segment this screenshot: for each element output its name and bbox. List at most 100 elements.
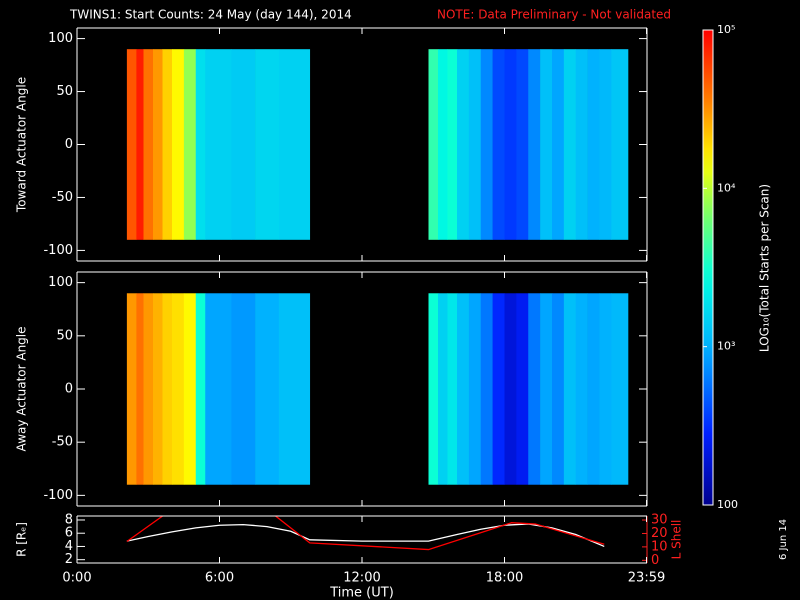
heatmap-cell bbox=[195, 49, 206, 240]
heatmap-cell bbox=[516, 49, 529, 240]
heatmap-cell bbox=[143, 293, 154, 485]
heatmap-cell bbox=[126, 49, 137, 240]
series-line bbox=[126, 516, 605, 551]
colorbar-title: LOG₁₀(Total Starts per Scan) bbox=[758, 184, 772, 352]
heatmap-cell bbox=[563, 49, 577, 240]
colorbar-tick-label: 100 bbox=[717, 498, 738, 511]
heatmap-cell bbox=[447, 49, 458, 240]
colorbar bbox=[702, 29, 714, 506]
heatmap-cell bbox=[136, 293, 144, 485]
x-tick-label: 23:59 bbox=[628, 571, 665, 586]
y-tick-label: -50 bbox=[52, 190, 73, 205]
heatmap-cell bbox=[480, 293, 493, 485]
heatmap-cell bbox=[540, 49, 553, 240]
note: NOTE: Data Preliminary - Not validated bbox=[437, 8, 671, 22]
heatmap-cell bbox=[126, 293, 137, 485]
heatmap-cell bbox=[183, 293, 197, 485]
x-tick-label: 12:00 bbox=[343, 571, 380, 586]
heatmap-cell bbox=[587, 49, 600, 240]
heatmap-cell bbox=[516, 293, 529, 485]
heatmap-cell bbox=[153, 293, 163, 485]
heatmap-cell bbox=[480, 49, 493, 240]
heatmap-cell bbox=[172, 49, 185, 240]
y-tick-label: 0 bbox=[65, 382, 73, 397]
y2-tick-label: 30 bbox=[651, 513, 668, 528]
heatmap-cell bbox=[599, 49, 612, 240]
heatmap-cell bbox=[255, 49, 280, 240]
y-axis-label: Away Actuator Angle bbox=[15, 326, 29, 451]
heatmap-cell bbox=[447, 293, 458, 485]
heatmap-cell bbox=[540, 293, 553, 485]
y2-axis-label: L Shell bbox=[670, 520, 684, 560]
heatmap-cell bbox=[504, 49, 517, 240]
y-axis-label: Toward Actuator Angle bbox=[15, 77, 29, 213]
plot-area bbox=[126, 516, 605, 551]
y-tick-label: 50 bbox=[56, 328, 73, 343]
y-tick-label: -100 bbox=[43, 488, 73, 503]
heatmap-cell bbox=[172, 293, 185, 485]
y2-tick-label: 20 bbox=[651, 526, 668, 541]
heatmap-cell bbox=[195, 293, 206, 485]
heatmap-cell bbox=[528, 49, 541, 240]
heatmap-cell bbox=[457, 293, 470, 485]
y-tick-label: 100 bbox=[48, 31, 73, 46]
y-axis-label: R [Rₑ] bbox=[15, 522, 29, 557]
y-tick-label: 6 bbox=[65, 526, 73, 541]
x-tick-label: 6:00 bbox=[205, 571, 234, 586]
x-tick-label: 0:00 bbox=[62, 571, 91, 586]
heatmap-cell bbox=[205, 49, 232, 240]
y-tick-label: 2 bbox=[65, 552, 73, 567]
heatmap-cell bbox=[136, 49, 144, 240]
colorbar-tick-label: 10⁵ bbox=[717, 23, 735, 36]
heatmap-cell bbox=[278, 49, 311, 240]
heatmap-cell bbox=[552, 293, 565, 485]
heatmap-cell bbox=[162, 293, 173, 485]
heatmap-cell bbox=[162, 49, 173, 240]
heatmap-cell bbox=[231, 49, 256, 240]
y-tick-label: 8 bbox=[65, 512, 73, 527]
y2-tick-label: 10 bbox=[651, 539, 668, 554]
heatmap-cell bbox=[457, 49, 470, 240]
y-tick-label: -50 bbox=[52, 435, 73, 450]
y2-tick-label: 0 bbox=[651, 553, 659, 568]
heatmap-cell bbox=[428, 49, 439, 240]
heatmap-cell bbox=[468, 293, 482, 485]
heatmap-cell bbox=[552, 49, 565, 240]
heatmap-cell bbox=[528, 293, 541, 485]
heatmap-cell bbox=[563, 293, 577, 485]
heatmap-cell bbox=[428, 293, 439, 485]
y-tick-label: 100 bbox=[48, 275, 73, 290]
heatmap-cell bbox=[492, 49, 505, 240]
y-tick-label: 4 bbox=[65, 539, 73, 554]
series-line bbox=[126, 523, 605, 548]
heatmap-cell bbox=[205, 293, 232, 485]
heatmap-cell bbox=[438, 293, 448, 485]
heatmap-cell bbox=[587, 293, 600, 485]
heatmap-cell bbox=[255, 293, 280, 485]
y-tick-label: -100 bbox=[43, 243, 73, 258]
heatmap-cell bbox=[492, 293, 505, 485]
title: TWINS1: Start Counts: 24 May (day 144), … bbox=[69, 8, 352, 22]
x-tick-label: 18:00 bbox=[486, 571, 523, 586]
heatmap-cell bbox=[468, 49, 482, 240]
heatmap-cell bbox=[611, 49, 629, 240]
heatmap-cell bbox=[153, 49, 163, 240]
heatmap-cell bbox=[143, 49, 154, 240]
colorbar-tick-label: 10³ bbox=[717, 340, 735, 353]
x-axis-label: Time (UT) bbox=[329, 586, 394, 600]
heatmap-cell bbox=[575, 293, 588, 485]
y-tick-label: 0 bbox=[65, 137, 73, 152]
date-stamp: 6 Jun 14 bbox=[778, 519, 789, 560]
heatmap-cell bbox=[231, 293, 256, 485]
heatmap-cell bbox=[278, 293, 311, 485]
heatmap-cell bbox=[575, 49, 588, 240]
colorbar-tick-label: 10⁴ bbox=[717, 181, 736, 194]
heatmap-cell bbox=[599, 293, 612, 485]
heatmap-cell bbox=[504, 293, 517, 485]
heatmap-cell bbox=[438, 49, 448, 240]
heatmap-cell bbox=[183, 49, 197, 240]
y-tick-label: 50 bbox=[56, 84, 73, 99]
